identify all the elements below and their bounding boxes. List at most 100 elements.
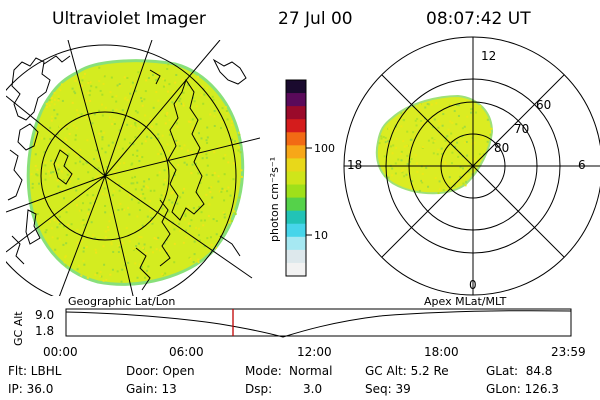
speckle-pixel [81,222,84,225]
speckle-pixel [105,194,108,197]
speckle-pixel [166,143,169,146]
speckle-pixel [225,112,228,115]
speckle-pixel [116,270,119,273]
speckle-pixel [238,196,241,199]
speckle-pixel [395,147,398,150]
speckle-pixel [79,160,82,163]
speckle-pixel [191,128,194,131]
speckle-pixel [146,186,149,189]
speckle-pixel [479,105,482,108]
speckle-pixel [51,236,54,239]
speckle-pixel [64,163,67,166]
speckle-pixel [95,176,98,179]
speckle-pixel [103,187,106,190]
speckle-pixel [67,153,70,156]
speckle-pixel [44,231,47,234]
speckle-pixel [76,268,79,271]
speckle-pixel [175,139,178,142]
colorbar-band [286,171,306,186]
speckle-pixel [384,141,387,144]
speckle-pixel [74,162,77,165]
speckle-pixel [182,191,185,194]
speckle-pixel [176,125,179,128]
speckle-pixel [82,76,85,79]
speckle-pixel [92,194,95,197]
speckle-pixel [62,243,65,246]
speckle-pixel [44,178,47,181]
speckle-pixel [142,185,145,188]
speckle-pixel [433,118,436,121]
speckle-pixel [83,263,86,266]
speckle-pixel [209,113,212,116]
speckle-pixel [128,213,131,216]
speckle-pixel [191,87,194,90]
speckle-pixel [187,83,190,86]
speckle-pixel [189,121,192,124]
time-tick-1200: 12:00 [297,345,332,359]
speckle-pixel [149,209,152,212]
speckle-pixel [165,113,168,116]
colorbar-tick-10: 10 [314,229,328,242]
speckle-pixel [91,122,94,125]
speckle-pixel [461,135,464,138]
speckle-pixel [202,224,205,227]
speckle-pixel [152,106,155,109]
speckle-pixel [100,275,103,278]
speckle-pixel [138,263,141,266]
speckle-pixel [171,201,174,204]
speckle-pixel [148,200,151,203]
speckle-pixel [203,219,206,222]
speckle-pixel [400,152,403,155]
speckle-pixel [87,92,90,95]
speckle-pixel [79,156,82,159]
speckle-pixel [124,96,127,99]
colorbar: 100 10 photon cm⁻²s⁻¹ [268,79,335,277]
speckle-pixel [450,162,453,165]
speckle-pixel [58,222,61,225]
speckle-pixel [104,204,107,207]
speckle-pixel [98,109,101,112]
speckle-pixel [178,222,181,225]
speckle-pixel [450,103,453,106]
speckle-pixel [463,141,466,144]
speckle-pixel [123,253,126,256]
speckle-pixel [427,103,430,106]
speckle-pixel [427,139,430,142]
speckle-pixel [223,188,226,191]
speckle-pixel [197,227,200,230]
speckle-pixel [102,245,105,248]
speckle-pixel [144,276,147,279]
speckle-pixel [124,264,127,267]
speckle-pixel [138,236,141,239]
speckle-pixel [182,91,185,94]
alt-ybottom: 1.8 [35,324,54,338]
speckle-pixel [432,141,435,144]
speckle-pixel [164,79,167,82]
speckle-pixel [82,163,85,166]
speckle-pixel [115,108,118,111]
speckle-pixel [129,92,132,95]
speckle-pixel [86,139,89,142]
speckle-pixel [228,219,231,222]
speckle-pixel [53,109,56,112]
speckle-pixel [31,182,34,185]
speckle-pixel [481,137,484,140]
speckle-pixel [117,245,120,248]
speckle-pixel [453,110,456,113]
speckle-pixel [121,242,124,245]
speckle-pixel [47,170,50,173]
speckle-pixel [173,242,176,245]
speckle-pixel [474,111,477,114]
speckle-pixel [144,140,147,143]
speckle-pixel [380,135,383,138]
speckle-pixel [179,97,182,100]
speckle-pixel [123,76,126,79]
speckle-pixel [136,154,139,157]
glat-status: GLat: 84.8 [486,364,552,378]
speckle-pixel [222,157,225,160]
speckle-pixel [462,182,465,185]
speckle-pixel [239,151,242,154]
speckle-pixel [49,174,52,177]
speckle-pixel [455,103,458,106]
speckle-pixel [223,173,226,176]
